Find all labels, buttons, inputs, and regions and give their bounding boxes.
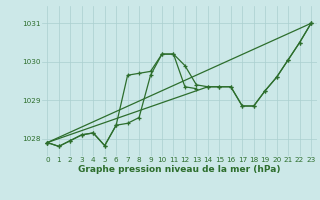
X-axis label: Graphe pression niveau de la mer (hPa): Graphe pression niveau de la mer (hPa) (78, 165, 280, 174)
